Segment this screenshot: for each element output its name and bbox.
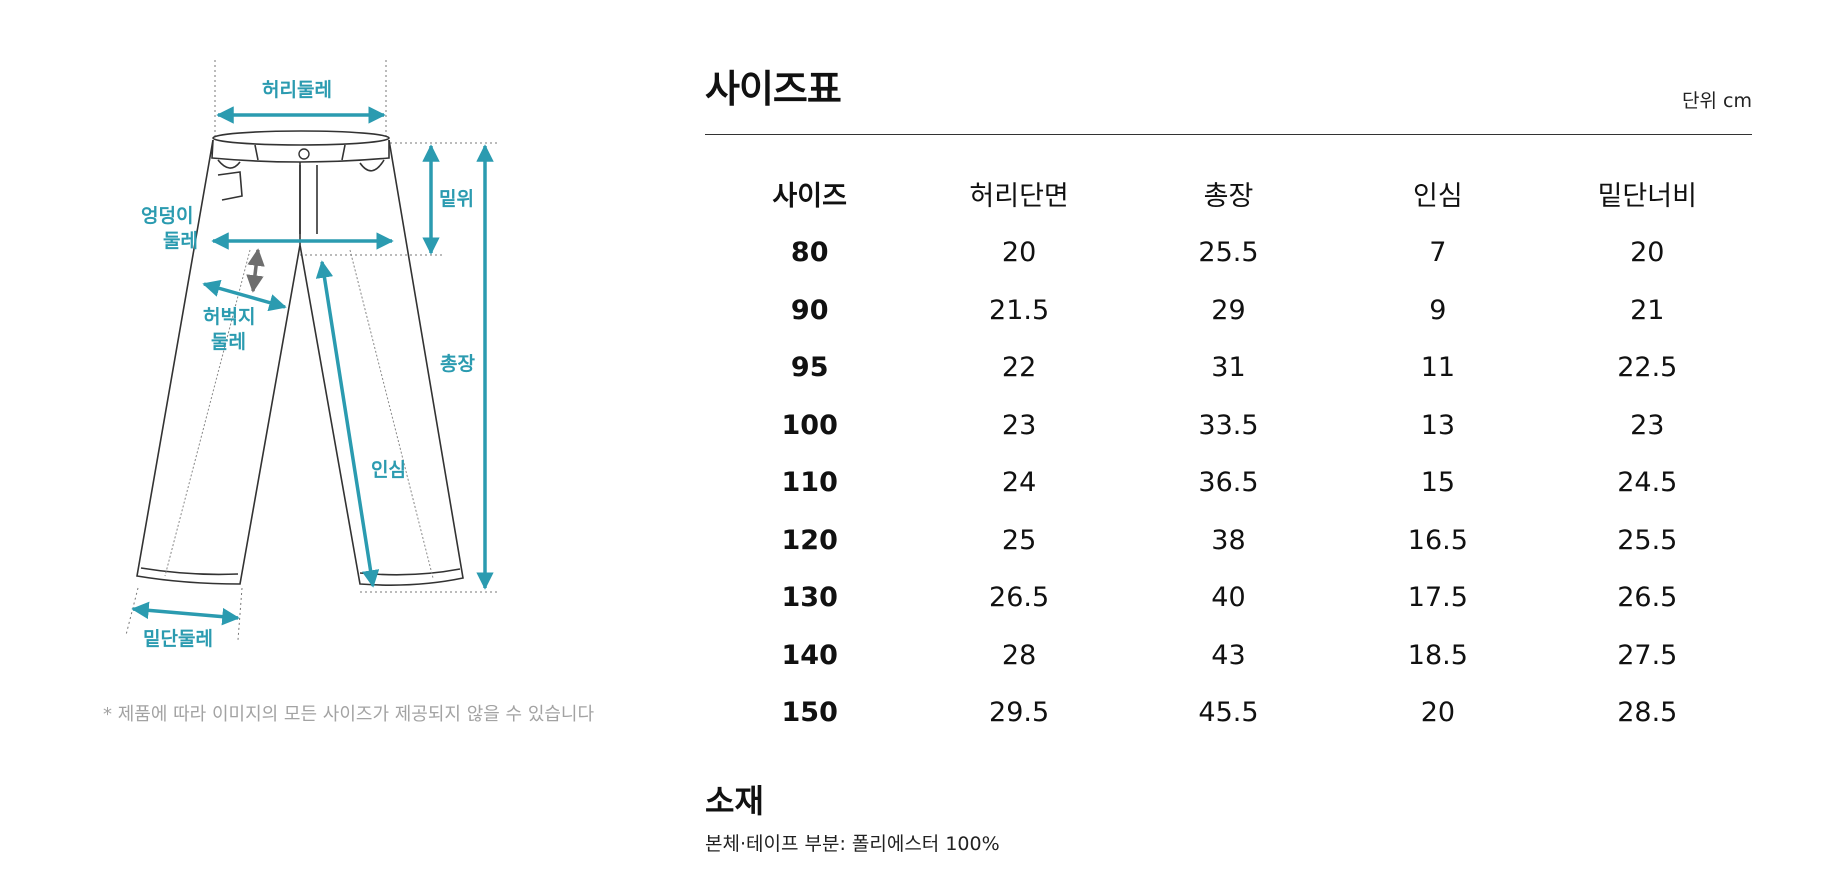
cell-inseam: 7 [1429,237,1447,269]
cell-size: 90 [790,294,829,326]
header-total-length: 총장 [1203,180,1254,212]
size-table: 사이즈 허리단면 총장 인심 밑단너비 80 20 25.5 7 20 90 2… [705,162,1752,742]
table-header-row: 사이즈 허리단면 총장 인심 밑단너비 [705,162,1752,224]
cell-inseam: 13 [1420,409,1456,441]
cell-size: 100 [781,409,838,441]
pants-illustration [125,60,500,641]
cell-waist-width: 29.5 [989,697,1050,729]
cell-inseam: 17.5 [1407,582,1468,614]
label-thigh-2: 둘레 [211,331,246,353]
cell-size: 80 [790,237,829,269]
cell-size: 95 [790,352,829,384]
cell-hem-width: 21 [1630,294,1665,326]
cell-inseam: 20 [1420,697,1456,729]
table-row: 80 20 25.5 7 20 [705,224,1752,282]
cell-size: 120 [781,524,838,556]
table-row: 95 22 31 11 22.5 [705,339,1752,397]
table-row: 110 24 36.5 15 24.5 [705,454,1752,512]
label-hip-1: 엉덩이 [141,205,194,227]
cell-waist-width: 28 [1001,639,1037,671]
label-waist: 허리둘레 [262,79,332,101]
label-length: 총장 [440,353,475,375]
stitch-lines [164,249,434,579]
cell-size: 140 [781,639,838,671]
cell-hem-width: 28.5 [1617,697,1678,729]
cell-waist-width: 22 [1001,352,1037,384]
button-icon [298,148,310,160]
cell-hem-width: 22.5 [1617,352,1678,384]
cell-hem-width: 20 [1630,237,1665,269]
cell-total-length: 45.5 [1198,697,1259,729]
title-divider [705,134,1752,135]
table-row: 120 25 38 16.5 25.5 [705,512,1752,570]
label-rise: 밑위 [439,188,474,210]
cell-waist-width: 20 [1001,237,1037,269]
cell-total-length: 40 [1211,582,1246,614]
cell-waist-width: 23 [1001,409,1037,441]
header-inseam: 인심 [1413,180,1463,212]
table-row: 100 23 33.5 13 23 [705,397,1752,455]
table-row: 150 29.5 45.5 20 28.5 [705,684,1752,742]
table-row: 130 26.5 40 17.5 26.5 [705,569,1752,627]
table-row: 140 28 43 18.5 27.5 [705,627,1752,685]
cell-size: 110 [781,467,838,499]
guide-lines [125,60,500,641]
cell-total-length: 29 [1211,294,1246,326]
pants-outline [136,130,464,586]
cell-waist-width: 25 [1001,524,1037,556]
table-row: 90 21.5 29 9 21 [705,282,1752,340]
cell-total-length: 38 [1211,524,1246,556]
cell-total-length: 36.5 [1198,467,1259,499]
material-text: 본체·테이프 부분: 폴리에스터 100% [705,833,1000,855]
size-chart-title: 사이즈표 [705,67,842,111]
label-hip-2: 둘레 [163,230,198,252]
cell-inseam: 11 [1420,352,1456,384]
cell-size: 130 [781,582,838,614]
measurement-arrows [131,106,494,626]
cell-inseam: 9 [1429,294,1447,326]
cell-inseam: 15 [1420,467,1456,499]
cell-total-length: 25.5 [1198,237,1259,269]
cell-waist-width: 24 [1001,467,1037,499]
cell-inseam: 18.5 [1407,639,1468,671]
unit-label: 단위 cm [1682,90,1752,112]
cell-total-length: 43 [1211,639,1246,671]
cell-hem-width: 27.5 [1617,639,1678,671]
material-title: 소재 [705,782,764,820]
header-size: 사이즈 [772,180,847,212]
cell-size: 150 [781,697,838,729]
cell-hem-width: 26.5 [1617,582,1678,614]
cell-waist-width: 26.5 [989,582,1050,614]
diagram-note: * 제품에 따라 이미지의 모든 사이즈가 제공되지 않을 수 있습니다 [103,704,595,725]
label-inseam: 인심 [371,459,406,481]
label-thigh-1: 허벅지 [203,306,256,328]
cell-inseam: 16.5 [1407,524,1468,556]
cell-hem-width: 25.5 [1617,524,1678,556]
label-hem: 밑단둘레 [143,628,213,650]
header-hem-width: 밑단너비 [1597,180,1697,212]
cell-hem-width: 24.5 [1617,467,1678,499]
pants-measurement-diagram: 허리둘레 엉덩이 둘레 밑위 허벅지 둘레 총장 인심 밑단둘레 * 제품에 따… [0,0,700,894]
cell-total-length: 31 [1211,352,1246,384]
rise-depth-arrow [246,248,265,293]
cell-waist-width: 21.5 [989,294,1050,326]
cell-total-length: 33.5 [1198,409,1259,441]
header-waist-width: 허리단면 [969,180,1069,212]
cell-hem-width: 23 [1630,409,1665,441]
